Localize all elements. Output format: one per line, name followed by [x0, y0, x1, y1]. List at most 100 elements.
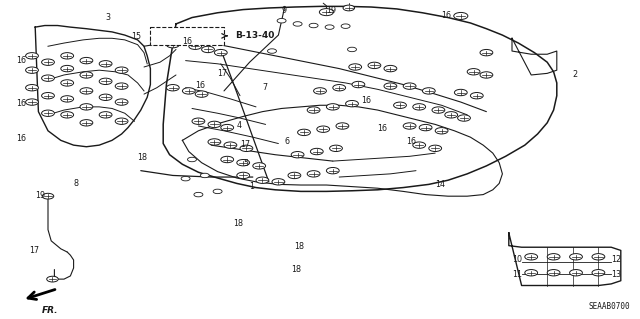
Circle shape	[368, 62, 381, 69]
Circle shape	[298, 129, 310, 136]
Circle shape	[346, 100, 358, 107]
Text: 8: 8	[74, 179, 79, 188]
Circle shape	[310, 148, 323, 155]
Circle shape	[525, 270, 538, 276]
Circle shape	[394, 102, 406, 108]
Circle shape	[240, 145, 253, 152]
Circle shape	[330, 145, 342, 152]
Circle shape	[325, 25, 334, 29]
Circle shape	[480, 72, 493, 78]
Circle shape	[189, 43, 202, 49]
Text: 2: 2	[573, 70, 578, 79]
Circle shape	[256, 177, 269, 183]
Circle shape	[454, 12, 468, 19]
Circle shape	[26, 53, 38, 59]
Circle shape	[42, 193, 54, 199]
Circle shape	[317, 126, 330, 132]
Circle shape	[277, 19, 286, 23]
Circle shape	[253, 163, 266, 169]
Circle shape	[592, 270, 605, 276]
Text: 15: 15	[131, 32, 141, 41]
Text: 18: 18	[138, 153, 148, 162]
Text: 1: 1	[250, 182, 255, 191]
Circle shape	[194, 192, 203, 197]
Circle shape	[99, 112, 112, 118]
Circle shape	[47, 276, 58, 282]
Circle shape	[200, 173, 209, 178]
Circle shape	[349, 64, 362, 70]
Circle shape	[419, 124, 432, 131]
Circle shape	[214, 49, 227, 56]
Circle shape	[314, 88, 326, 94]
Circle shape	[445, 112, 458, 118]
Circle shape	[115, 99, 128, 105]
Text: 16: 16	[182, 37, 193, 46]
Text: 16: 16	[16, 56, 26, 65]
Circle shape	[326, 167, 339, 174]
Text: 16: 16	[362, 96, 372, 105]
Circle shape	[192, 118, 205, 124]
Circle shape	[422, 88, 435, 94]
Text: 19: 19	[35, 191, 45, 200]
Text: 5: 5	[243, 160, 248, 168]
Circle shape	[61, 65, 74, 72]
Text: 12: 12	[611, 255, 621, 264]
Text: 4: 4	[237, 121, 242, 130]
Circle shape	[547, 254, 560, 260]
Text: 10: 10	[512, 255, 522, 264]
Circle shape	[42, 110, 54, 116]
Circle shape	[166, 85, 179, 91]
Circle shape	[336, 123, 349, 129]
Circle shape	[333, 85, 346, 91]
Text: 7: 7	[262, 83, 268, 92]
Circle shape	[307, 171, 320, 177]
Circle shape	[470, 93, 483, 99]
Circle shape	[155, 33, 166, 39]
Circle shape	[291, 152, 304, 158]
Circle shape	[341, 24, 350, 28]
Circle shape	[429, 145, 442, 152]
Circle shape	[272, 179, 285, 185]
Text: 16: 16	[406, 137, 417, 146]
Circle shape	[213, 189, 222, 194]
Text: 18: 18	[291, 265, 301, 274]
Circle shape	[42, 75, 54, 81]
Circle shape	[42, 59, 54, 65]
Circle shape	[80, 57, 93, 64]
Circle shape	[80, 104, 93, 110]
Text: 16: 16	[16, 134, 26, 143]
Circle shape	[195, 91, 208, 97]
Circle shape	[80, 120, 93, 126]
Text: 17: 17	[29, 246, 39, 255]
Circle shape	[80, 72, 93, 78]
Circle shape	[115, 67, 128, 73]
Circle shape	[237, 160, 250, 166]
Circle shape	[221, 156, 234, 163]
Text: 3: 3	[106, 13, 111, 22]
Circle shape	[188, 157, 196, 162]
Circle shape	[570, 270, 582, 276]
Circle shape	[115, 83, 128, 89]
Circle shape	[326, 104, 339, 110]
Circle shape	[307, 107, 320, 113]
Circle shape	[403, 83, 416, 89]
Circle shape	[26, 99, 38, 105]
Circle shape	[319, 9, 333, 16]
Circle shape	[166, 41, 179, 48]
Circle shape	[202, 46, 214, 53]
Circle shape	[432, 107, 445, 113]
Circle shape	[293, 22, 302, 26]
Circle shape	[115, 118, 128, 124]
Circle shape	[99, 94, 112, 100]
Text: 9: 9	[282, 6, 287, 15]
Circle shape	[208, 139, 221, 145]
Circle shape	[435, 128, 448, 134]
Circle shape	[413, 142, 426, 148]
Text: 14: 14	[435, 180, 445, 189]
Circle shape	[454, 89, 467, 96]
Circle shape	[268, 49, 276, 53]
Circle shape	[413, 104, 426, 110]
Circle shape	[288, 172, 301, 179]
Circle shape	[150, 38, 163, 45]
Text: 19: 19	[326, 6, 337, 15]
